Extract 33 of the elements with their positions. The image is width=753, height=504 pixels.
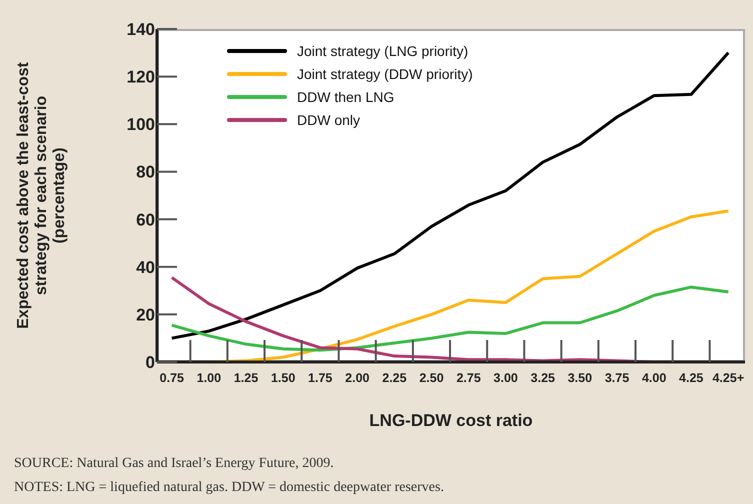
x-tick-label: 3.75 — [604, 371, 630, 385]
x-tick-label: 1.00 — [196, 371, 222, 385]
text: NOTES: LNG = liquefied natural gas. DDW = domestic deepwater reserves. — [14, 479, 444, 497]
x-tick-label: 4.25 — [679, 371, 704, 385]
legend-label: Joint strategy (LNG priority) — [297, 42, 468, 58]
line-series — [170, 286, 730, 352]
source-note: SOURCE: Natural Gas and Israel’s Energy Future, 2009. — [14, 455, 335, 473]
x-tick-label: 1.25 — [234, 371, 258, 385]
y-tick-label: 120 — [126, 68, 155, 87]
y-tick-label: 40 — [136, 258, 155, 277]
x-tick-label: 2.50 — [419, 371, 444, 385]
y-tick-label: 0 — [146, 353, 155, 372]
y-axis-title: Expected cost above the least-cost strategy for each scenario (percentage) — [15, 61, 68, 329]
x-tick-label: 3.25 — [530, 371, 556, 385]
x-axis-title: LNG-DDW cost ratio — [369, 411, 533, 430]
x-tick-label: 0.75 — [160, 371, 184, 385]
x-tick-label: 2.00 — [345, 371, 370, 385]
x-tick-label: 2.25 — [382, 371, 407, 385]
legend-label: DDW then LNG — [297, 88, 394, 104]
x-tick-label: 1.75 — [308, 371, 332, 385]
y-tick-label: 20 — [136, 305, 155, 324]
x-tick-label: 3.00 — [494, 371, 518, 385]
x-tick-label: 4.25+ — [712, 371, 744, 385]
y-tick-label: 60 — [136, 210, 155, 230]
legend-label: Joint strategy (DDW priority) — [297, 66, 473, 82]
y-tick-label: 100 — [126, 115, 155, 134]
x-tick-label: 4.00 — [642, 371, 666, 385]
x-tick-label: 1.50 — [270, 371, 296, 385]
legend-label: DDW only — [297, 112, 360, 128]
y-tick-label: 140 — [126, 20, 155, 39]
x-tick-label: 3.50 — [568, 371, 592, 385]
x-tick-label: 2.75 — [456, 371, 481, 385]
y-tick-label: 80 — [136, 162, 155, 182]
